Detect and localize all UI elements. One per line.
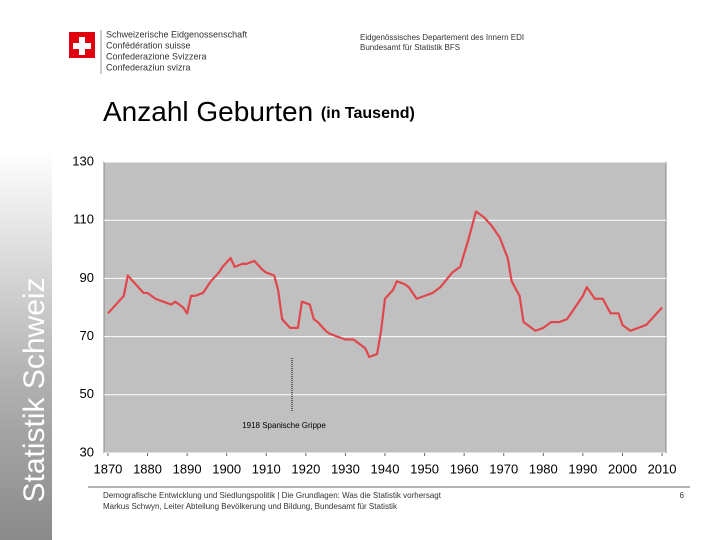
side-label: Statistik Schweiz xyxy=(18,277,51,502)
y-tick-label: 70 xyxy=(80,328,94,343)
y-tick-label: 30 xyxy=(80,444,94,459)
x-tick-label: 1990 xyxy=(568,461,597,476)
x-tick-label: 1930 xyxy=(331,461,360,476)
annotation: 1918 Spanische Grippe xyxy=(242,421,326,430)
plot: 30 50 70 90 110 130 1870 1880 1890 1900 1910 1920 19… xyxy=(72,153,676,476)
swiss-cross xyxy=(73,37,91,55)
department: Eidgenössisches Departement des Innern E… xyxy=(360,33,524,42)
x-tick-label: 1870 xyxy=(93,461,122,476)
confederation: Confederazione Svizzera xyxy=(106,51,207,61)
x-tick-label: 1980 xyxy=(529,461,558,476)
y-tick-label: 90 xyxy=(80,270,94,285)
confederation: Schweizerische Eidgenossenschaft xyxy=(106,29,248,39)
confederation: Confederaziun svizra xyxy=(106,62,191,72)
x-tick-label: 1950 xyxy=(410,461,439,476)
x-tick-label: 1920 xyxy=(291,461,320,476)
x-tick-label: 1880 xyxy=(133,461,162,476)
footer: Demografische Entwicklung und Siedlungsp… xyxy=(103,491,442,500)
x-tick-label: 1970 xyxy=(489,461,518,476)
y-tick-label: 110 xyxy=(73,212,94,227)
page-number: 6 xyxy=(680,491,685,500)
footer: Markus Schwyn, Leiter Abteilung Bevölker… xyxy=(103,502,398,511)
data-line xyxy=(107,210,663,359)
title: Anzahl Geburten xyxy=(103,96,313,127)
department: Bundesamt für Statistik BFS xyxy=(360,43,460,52)
x-tick-label: 2010 xyxy=(648,461,677,476)
y-tick-label: 130 xyxy=(72,153,94,168)
y-tick-label: 50 xyxy=(80,386,94,401)
x-tick-label: 1940 xyxy=(371,461,400,476)
x-tick-label: 1900 xyxy=(212,461,241,476)
x-tick-label: 1910 xyxy=(252,461,281,476)
side-photo xyxy=(0,150,52,540)
subtitle: (in Tausend) xyxy=(321,105,415,122)
x-tick-label: 2000 xyxy=(608,461,637,476)
x-tick-label: 1890 xyxy=(173,461,202,476)
chart-title: Anzahl Geburten (in Tausend) xyxy=(103,96,415,127)
x-tick-label: 1960 xyxy=(450,461,479,476)
confederation: Confédération suisse xyxy=(106,40,191,50)
